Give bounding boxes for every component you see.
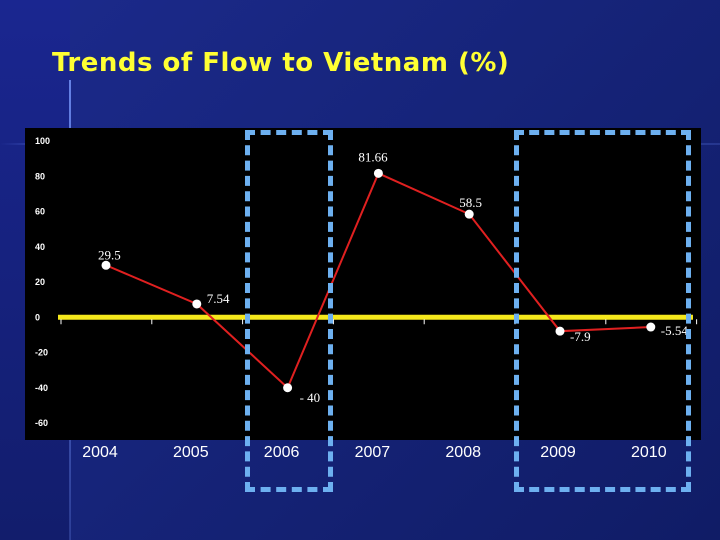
x-category-label: 2009 (540, 444, 576, 461)
data-point (555, 326, 565, 336)
y-tick-label: 40 (35, 242, 45, 252)
y-tick-label: -60 (35, 418, 48, 428)
data-point (192, 299, 202, 309)
x-category-label: 2010 (631, 444, 667, 461)
data-label: -7.9 (570, 329, 591, 344)
data-label: -5.54 (661, 323, 689, 338)
y-tick-label: 100 (35, 136, 50, 146)
x-category-label: 2004 (82, 444, 118, 461)
y-tick-label: 20 (35, 277, 45, 287)
chart-panel (25, 128, 701, 440)
slide-title: Trends of Flow to Vietnam (%) (52, 48, 510, 78)
data-point (283, 383, 293, 393)
data-point (373, 168, 383, 178)
x-category-label: 2006 (264, 444, 300, 461)
data-point (464, 209, 474, 219)
y-tick-label: -40 (35, 383, 48, 393)
highlight-box-2006 (245, 130, 333, 492)
x-category-label: 2007 (355, 444, 391, 461)
highlight-box-2009-2010 (514, 130, 691, 492)
y-tick-label: 80 (35, 171, 45, 181)
y-tick-label: 60 (35, 207, 45, 217)
data-label: - 40 (300, 390, 321, 405)
data-label: 7.54 (207, 291, 230, 306)
data-point (101, 260, 111, 270)
x-category-label: 2005 (173, 444, 209, 461)
y-tick-label: -20 (35, 348, 48, 358)
data-point (646, 322, 656, 332)
x-category-label: 2008 (445, 444, 481, 461)
y-tick-label: 0 (35, 312, 40, 322)
data-label: 81.66 (358, 149, 388, 164)
data-label: 58.5 (459, 195, 482, 210)
data-label: 29.5 (98, 247, 121, 262)
